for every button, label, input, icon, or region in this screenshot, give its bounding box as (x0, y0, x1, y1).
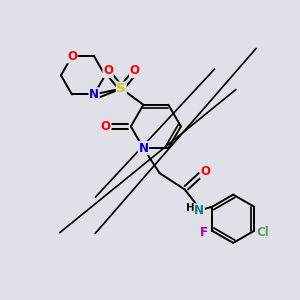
Text: N: N (138, 142, 148, 154)
Text: O: O (103, 64, 113, 77)
Text: O: O (67, 50, 77, 63)
Text: F: F (200, 226, 208, 239)
Text: N: N (89, 88, 99, 101)
Text: S: S (116, 82, 126, 95)
Text: Cl: Cl (256, 226, 269, 239)
Text: N: N (194, 204, 204, 217)
Text: O: O (101, 120, 111, 133)
Text: H: H (186, 203, 195, 214)
Text: O: O (130, 64, 140, 77)
Text: O: O (200, 165, 210, 178)
